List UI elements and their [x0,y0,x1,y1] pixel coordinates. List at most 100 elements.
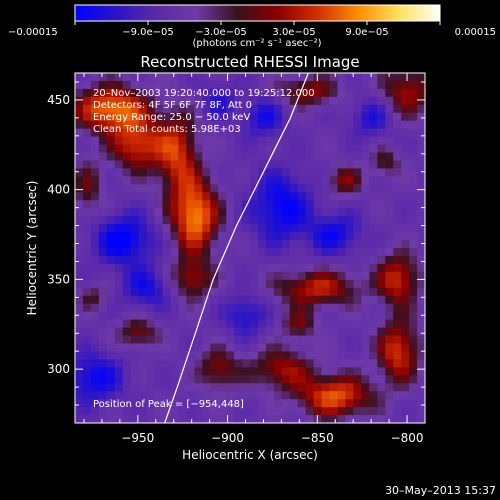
heatmap-cell [329,232,339,241]
heatmap-cell [289,96,299,106]
heatmap-cell [226,128,235,138]
heatmap-cell [337,391,347,400]
heatmap-cell [130,335,140,345]
heatmap-cell [369,224,378,233]
heatmap-cell [154,168,164,177]
heatmap-cell [250,271,259,281]
heatmap-cell [257,120,267,130]
heatmap-cell [369,208,378,217]
heatmap-cell [162,104,172,114]
heatmap-cell [202,367,211,376]
heatmap-cell [361,271,370,281]
heatmap-cell [361,375,370,384]
heatmap-cell [385,240,394,249]
heatmap-cell [82,415,92,423]
heatmap-cell [90,375,100,384]
heatmap-cell [226,144,235,154]
heatmap-cell [162,263,172,273]
heatmap-cell [210,391,219,400]
heatmap-cell [250,359,259,368]
heatmap-cell [417,96,425,106]
heatmap-cell [329,319,339,329]
heatmap-cell [337,248,347,257]
heatmap-cell [265,271,275,281]
heatmap-cell [202,216,211,225]
heatmap-cell [146,200,156,209]
heatmap-cell [297,287,307,297]
heatmap-cell [138,240,148,249]
heatmap-cell [265,200,275,209]
heatmap-cell [305,335,315,345]
heatmap-cell [417,263,425,273]
heatmap-cell [226,160,235,170]
heatmap-cell [202,399,211,408]
heatmap-cell [234,112,243,122]
heatmap-cell [218,335,227,345]
heatmap-cell [90,216,100,225]
heatmap-cell [210,120,219,130]
heatmap-cell [82,287,92,297]
heatmap-cell [281,224,291,233]
heatmap-cell [194,160,203,170]
heatmap-cell [401,176,410,185]
heatmap-cell [409,367,418,376]
heatmap-cell [401,104,410,114]
heatmap-cell [90,383,100,392]
heatmap-cell [337,136,347,146]
heatmap-cell [257,415,267,423]
heatmap-cell [154,216,164,225]
heatmap-cell [313,343,323,352]
heatmap-cell [202,391,211,400]
heatmap-cell [170,343,179,352]
heatmap-cell [106,232,116,241]
heatmap-cell [305,399,315,408]
heatmap-cell [98,407,108,416]
heatmap-cell [250,176,259,185]
heatmap-cell [401,240,410,249]
heatmap-cell [138,327,148,337]
heatmap-cell [82,176,92,185]
heatmap-cell [194,335,203,345]
heatmap-cell [289,248,299,257]
y-tick-label: 450 [47,93,70,107]
heatmap-cell [385,224,394,233]
heatmap-cell [122,144,132,154]
heatmap-cell [186,335,195,345]
heatmap-cell [321,335,331,345]
heatmap-cell [106,359,116,368]
heatmap-cell [138,271,148,281]
heatmap-cell [242,375,251,384]
heatmap-cell [130,359,140,368]
heatmap-cell [170,200,179,209]
heatmap-cell [393,104,402,114]
heatmap-cell [75,112,84,122]
heatmap-cell [369,184,378,193]
heatmap-cell [146,319,156,329]
heatmap-cell [234,96,243,106]
heatmap-cell [361,263,370,273]
heatmap-cell [114,73,124,82]
heatmap-cell [305,192,315,201]
heatmap-cell [162,192,172,201]
heatmap-cell [377,359,386,368]
heatmap-cell [385,279,394,289]
heatmap-cell [75,120,84,130]
heatmap-cell [369,391,378,400]
heatmap-cell [186,232,195,241]
heatmap-cell [82,327,92,337]
heatmap-cell [361,192,370,201]
heatmap-cell [250,248,259,257]
heatmap-cell [281,88,291,98]
heatmap-cell [409,104,418,114]
heatmap-cell [122,232,132,241]
heatmap-cell [114,327,124,337]
heatmap-cell [273,335,283,345]
y-tick-label: 300 [47,362,70,376]
heatmap-cell [345,399,354,408]
heatmap-cell [154,136,164,146]
heatmap-cell [353,375,362,384]
heatmap-cell [122,343,132,352]
heatmap-cell [154,104,164,114]
heatmap-cell [178,407,187,416]
heatmap-cell [401,311,410,321]
